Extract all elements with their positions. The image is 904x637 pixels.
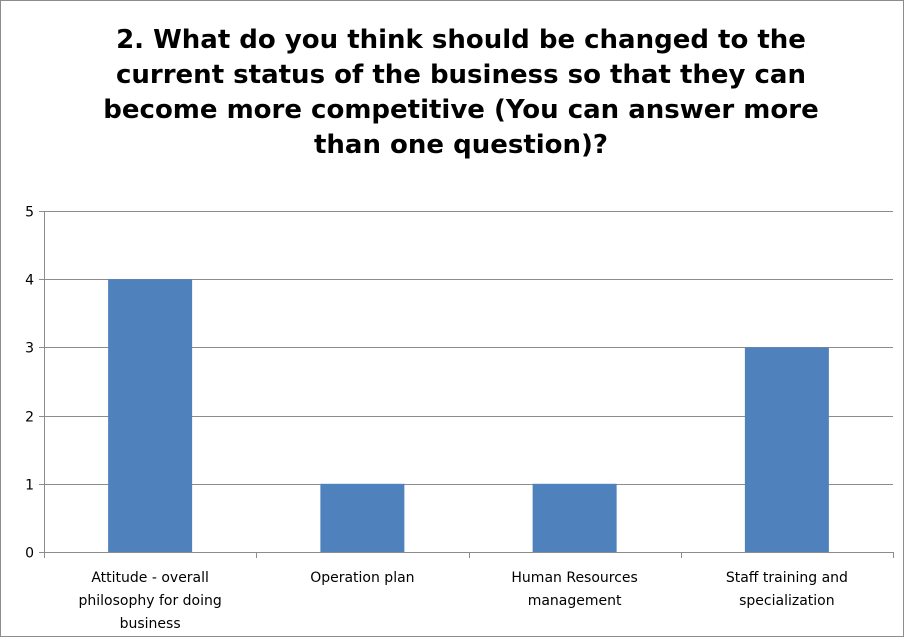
bar (320, 483, 405, 552)
bar (108, 279, 193, 552)
labels: 0 1 2 3 4 5 Attitude - overall philosophy for d… (25, 205, 848, 633)
chart-title-line: current status of the business so that t… (115, 60, 806, 90)
x-category-label: Staff training and specialization (726, 570, 848, 609)
x-category-label-line: business (120, 616, 181, 632)
x-category-label: Attitude - overall philosophy for doing bu… (78, 570, 221, 632)
bar (532, 483, 617, 552)
x-category-label-line: Staff training and (726, 570, 848, 586)
x-category-label: Operation plan (310, 570, 414, 586)
x-category-label-line: Attitude - overall (91, 570, 209, 586)
y-tick-label: 3 (25, 341, 34, 357)
y-tick-label: 1 (25, 478, 34, 494)
y-tick-label: 2 (25, 410, 34, 426)
x-category-label-line: Operation plan (310, 570, 414, 586)
y-tick-label: 0 (25, 546, 34, 562)
chart-title-line: become more competitive (You can answer … (103, 95, 819, 125)
bars (108, 279, 829, 552)
x-category-label-line: management (528, 593, 622, 609)
bar (744, 347, 829, 552)
x-category-label-line: Human Resources (511, 570, 637, 586)
x-category-label: Human Resources management (511, 570, 637, 609)
chart-title-line: than one question)? (313, 130, 608, 160)
chart-title-line: 2. What do you think should be changed t… (116, 25, 806, 55)
chart-title: 2. What do you think should be changed t… (61, 23, 861, 163)
x-category-label-line: specialization (739, 593, 834, 609)
axes (39, 211, 894, 558)
x-category-label-line: philosophy for doing (78, 593, 221, 609)
y-tick-label: 4 (25, 273, 34, 289)
y-tick-label: 5 (25, 205, 34, 221)
